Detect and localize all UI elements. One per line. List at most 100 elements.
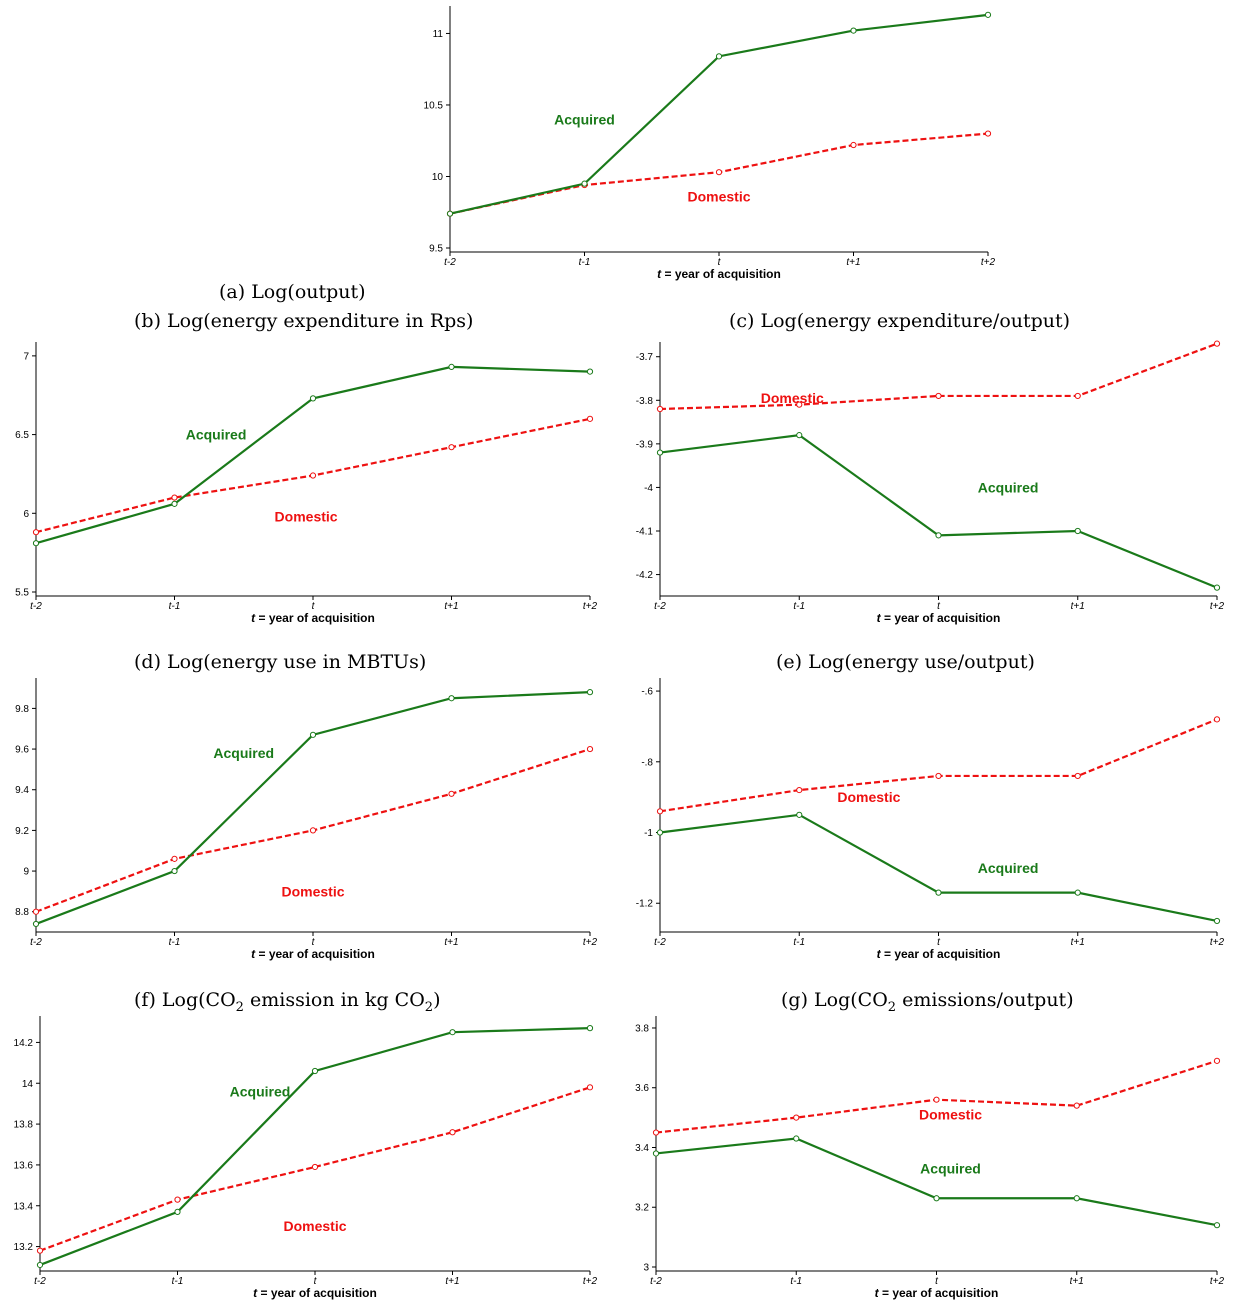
data-point-acquired — [656, 449, 664, 456]
series-label-acquired: Acquired — [978, 479, 1039, 495]
data-point-acquired — [1073, 1195, 1080, 1202]
caption-c: (c) Log(energy expenditure/output) — [729, 310, 1071, 332]
y-tick-label: -1.2 — [636, 899, 654, 910]
series-line-domestic — [35, 417, 591, 534]
data-point-acquired — [1074, 889, 1081, 896]
data-point-domestic — [850, 141, 857, 149]
data-point-domestic — [449, 1129, 456, 1136]
series-line-domestic — [655, 1059, 1218, 1134]
x-tick-label: t-1 — [169, 601, 181, 612]
series-line-acquired — [35, 691, 591, 925]
y-tick-label: 9.4 — [15, 785, 29, 796]
data-point-acquired — [449, 1029, 456, 1036]
data-point-acquired — [935, 532, 942, 539]
series-line-domestic — [35, 748, 591, 913]
data-point-acquired — [933, 1195, 940, 1202]
caption-f: (f) Log(CO2 emission in kg CO2) — [134, 989, 441, 1015]
data-point-domestic — [935, 392, 942, 400]
series-line-domestic — [449, 132, 989, 215]
data-point-acquired — [446, 210, 454, 217]
data-point-domestic — [796, 786, 803, 794]
series-label-domestic: Domestic — [687, 189, 750, 205]
series-line-acquired — [449, 13, 989, 215]
x-tick-label: t+2 — [583, 937, 598, 948]
series-label-acquired: Acquired — [978, 860, 1039, 876]
series-label-domestic: Domestic — [761, 390, 824, 406]
data-point-acquired — [311, 1067, 319, 1075]
data-point-domestic — [1074, 772, 1081, 780]
caption-e: (e) Log(energy use/output) — [776, 651, 1035, 673]
data-point-acquired — [32, 540, 40, 547]
series-label-acquired: Acquired — [213, 745, 274, 761]
x-tick-label: t-2 — [30, 601, 42, 612]
y-tick-label: 6.5 — [15, 430, 29, 441]
data-point-acquired — [171, 867, 178, 875]
y-tick-label: 3.8 — [635, 1023, 649, 1034]
data-point-domestic — [1074, 392, 1081, 400]
data-point-acquired — [448, 695, 455, 702]
x-tick-label: t-2 — [650, 1276, 662, 1287]
data-point-acquired — [171, 500, 178, 507]
data-point-acquired — [793, 1135, 800, 1142]
data-point-domestic — [171, 855, 178, 862]
x-tick-label: t+1 — [444, 601, 458, 612]
x-tick-label: t-1 — [579, 257, 591, 268]
series-line-acquired — [659, 433, 1218, 589]
y-tick-label: -1 — [644, 828, 653, 839]
y-tick-label: 3.4 — [635, 1143, 649, 1154]
data-point-domestic — [448, 444, 455, 451]
x-tick-label: t+2 — [583, 601, 598, 612]
data-point-acquired — [796, 432, 803, 439]
y-tick-label: -4.1 — [636, 527, 654, 538]
x-tick-label: t+2 — [1210, 937, 1225, 948]
x-tick-label: t+2 — [981, 257, 996, 268]
data-point-domestic — [448, 790, 455, 797]
data-point-acquired — [796, 811, 803, 818]
caption-g: (g) Log(CO2 emissions/output) — [781, 989, 1074, 1015]
data-point-domestic — [36, 1247, 44, 1254]
y-tick-label: 13.6 — [14, 1160, 34, 1171]
data-point-acquired — [984, 11, 992, 18]
data-point-domestic — [1073, 1102, 1080, 1109]
x-tick-label: t — [937, 601, 941, 612]
caption-a: (a) Log(output) — [219, 281, 366, 303]
data-point-acquired — [1213, 1222, 1221, 1229]
data-point-acquired — [850, 27, 857, 34]
x-tick-label: t-2 — [654, 937, 666, 948]
x-tick-label: t-1 — [793, 937, 805, 948]
x-axis-label: t = year of acquisition — [877, 947, 1001, 961]
y-tick-label: 3.2 — [635, 1203, 649, 1214]
series-line-acquired — [655, 1137, 1218, 1227]
y-tick-label: -.6 — [641, 687, 653, 698]
data-point-domestic — [652, 1129, 660, 1136]
series-line-domestic — [39, 1086, 591, 1252]
y-tick-label: -3.9 — [636, 439, 654, 450]
data-point-domestic — [586, 415, 594, 422]
y-tick-label: 14 — [22, 1079, 34, 1090]
x-tick-label: t+2 — [583, 1276, 598, 1287]
y-tick-label: 9.2 — [15, 826, 29, 837]
x-tick-label: t+2 — [1210, 601, 1225, 612]
data-point-acquired — [586, 689, 594, 696]
data-point-acquired — [448, 363, 455, 370]
x-tick-label: t-2 — [34, 1276, 46, 1287]
y-tick-label: 9.6 — [15, 745, 29, 756]
data-point-acquired — [586, 1025, 594, 1032]
x-tick-label: t-2 — [30, 937, 42, 948]
data-point-acquired — [32, 920, 40, 928]
data-point-acquired — [174, 1208, 181, 1215]
x-tick-label: t-2 — [654, 601, 666, 612]
x-tick-label: t+1 — [1071, 601, 1085, 612]
series-label-acquired: Acquired — [554, 111, 615, 127]
x-tick-label: t+2 — [1210, 1276, 1225, 1287]
data-point-acquired — [715, 53, 723, 60]
data-point-domestic — [174, 1196, 181, 1203]
data-point-domestic — [309, 472, 317, 479]
data-point-domestic — [32, 908, 40, 915]
data-point-domestic — [1213, 340, 1221, 347]
x-tick-label: t+1 — [1070, 1276, 1084, 1287]
data-point-domestic — [933, 1096, 940, 1103]
data-point-acquired — [586, 368, 594, 375]
data-point-domestic — [581, 181, 588, 189]
y-tick-label: -4 — [644, 483, 653, 494]
